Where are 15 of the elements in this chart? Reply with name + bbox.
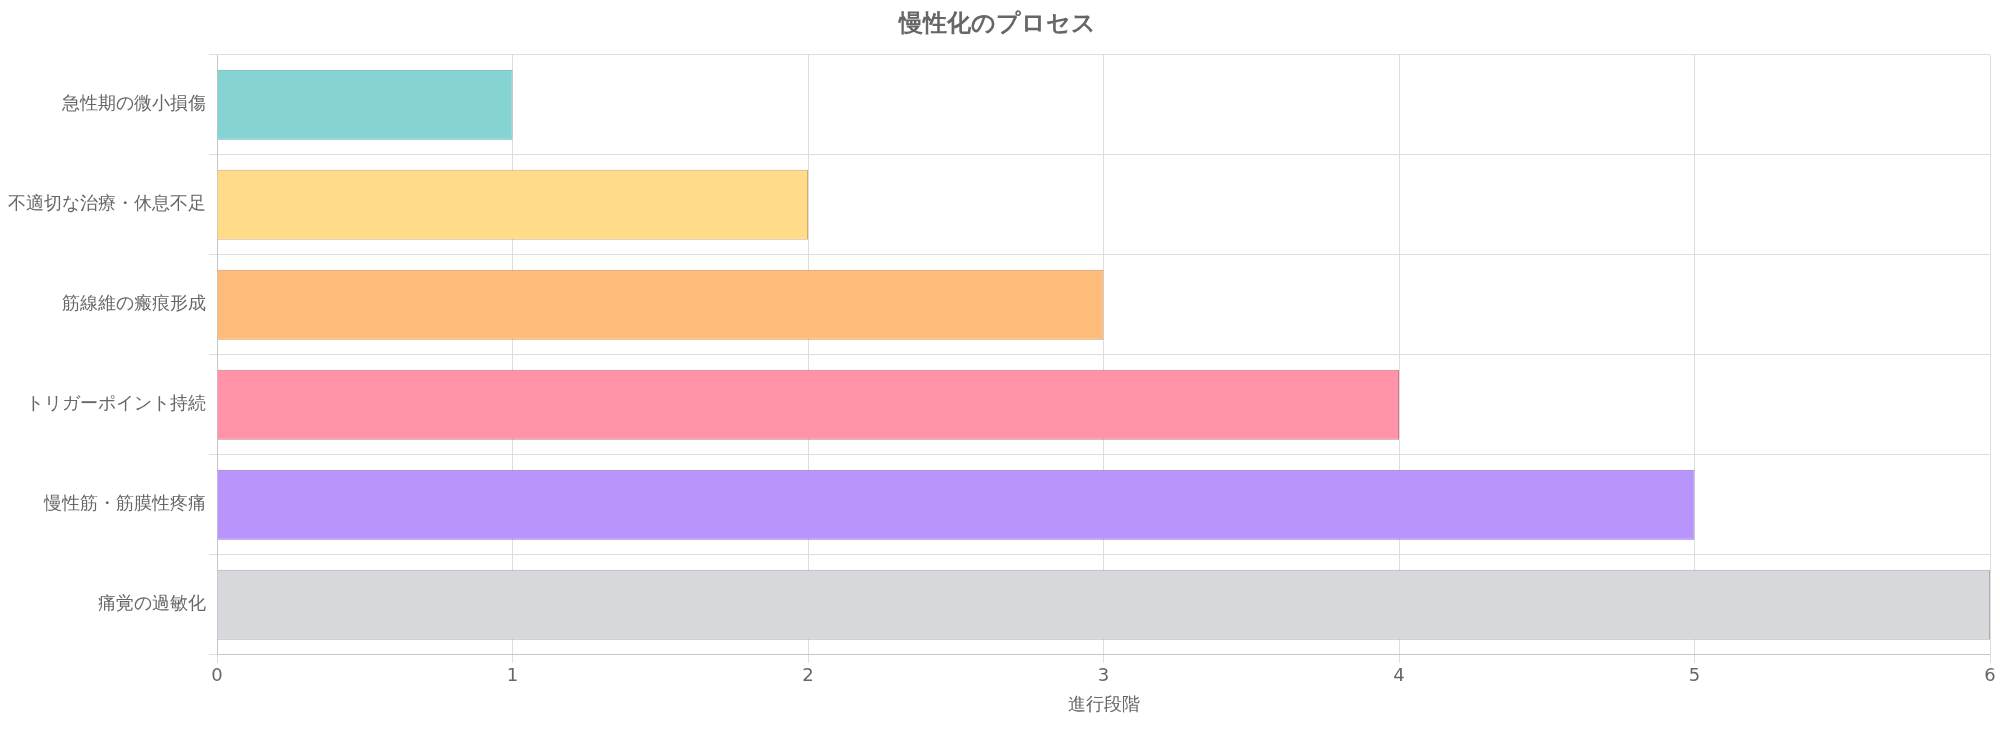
x-tick-label: 6 xyxy=(1984,664,1996,686)
y-tick-label: 慢性筋・筋膜性疼痛 xyxy=(43,492,206,514)
x-tick-label: 1 xyxy=(506,664,519,686)
y-tick-label: 不適切な治療・休息不足 xyxy=(8,192,206,214)
x-tick-label: 2 xyxy=(802,664,814,686)
y-tick-label: 痛覚の過敏化 xyxy=(98,592,206,614)
y-tick-label: トリガーポイント持続 xyxy=(26,392,206,414)
x-tick-label: 5 xyxy=(1688,664,1701,686)
chart-title: 慢性化のプロセス xyxy=(897,8,1096,37)
y-tick-label: 急性期の微小損傷 xyxy=(61,92,206,114)
y-tick-label: 筋線維の瘢痕形成 xyxy=(62,292,206,314)
x-axis-title: 進行段階 xyxy=(1067,692,1140,714)
x-tick-label: 0 xyxy=(211,664,223,686)
x-tick-label: 3 xyxy=(1097,664,1110,686)
x-tick-label: 4 xyxy=(1393,664,1405,686)
